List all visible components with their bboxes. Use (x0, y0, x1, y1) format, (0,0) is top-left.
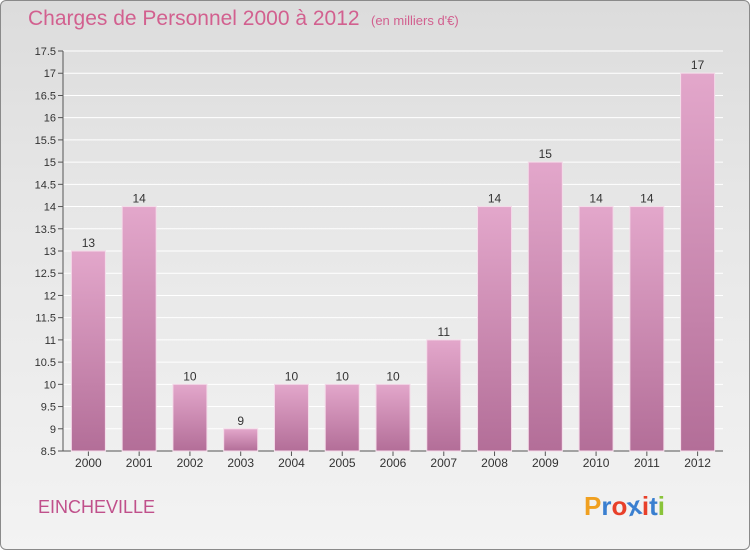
logo-letter: o (611, 491, 628, 521)
y-tick-label: 17.5 (35, 46, 56, 58)
bar-2008[interactable] (477, 206, 513, 452)
y-tick-label: 16 (44, 113, 56, 125)
y-tick-label: 10 (44, 379, 56, 391)
bar-2006[interactable] (375, 383, 411, 452)
data-label: 14 (589, 192, 603, 206)
logo-letter: i (657, 491, 665, 521)
y-tick-label: 17 (44, 68, 56, 80)
data-label: 11 (438, 325, 451, 339)
x-tick-label: 2002 (177, 456, 204, 470)
bar-2002[interactable] (172, 383, 208, 452)
y-tick-label: 12.5 (35, 268, 56, 280)
data-label: 14 (132, 192, 146, 206)
y-tick-label: 14.5 (35, 179, 56, 191)
x-tick-label: 2009 (532, 456, 559, 470)
data-label: 17 (691, 58, 705, 72)
x-tick-label: 2003 (227, 456, 254, 470)
bar-2005[interactable] (324, 383, 360, 452)
data-label: 14 (640, 192, 654, 206)
y-tick-label: 11.5 (35, 313, 56, 325)
bar-2011[interactable] (629, 206, 665, 452)
y-tick-label: 9 (50, 424, 56, 436)
data-label: 10 (336, 369, 350, 383)
bar-2007[interactable] (426, 339, 462, 452)
bar-2004[interactable] (273, 383, 309, 452)
data-label: 13 (82, 236, 96, 250)
x-tick-label: 2011 (634, 456, 660, 470)
logo-letter: P (584, 491, 602, 521)
x-tick-label: 2004 (278, 456, 305, 470)
logo-letter: i (641, 491, 650, 521)
bar-2010[interactable] (578, 206, 614, 452)
y-tick-label: 12 (44, 290, 56, 302)
y-tick-label: 8.5 (41, 446, 56, 458)
data-label: 10 (285, 369, 299, 383)
logo-letter: r (601, 491, 612, 521)
bar-2000[interactable] (70, 250, 106, 452)
x-tick-label: 2008 (481, 456, 508, 470)
data-label: 10 (183, 369, 197, 383)
x-tick-label: 2007 (430, 456, 457, 470)
y-tick-label: 13.5 (35, 224, 56, 236)
chart-subtitle: (en milliers d'€) (371, 13, 459, 28)
chart-title: Charges de Personnel 2000 à 2012 (28, 7, 360, 30)
proxiti-logo[interactable]: Proxiti (584, 490, 665, 522)
x-tick-label: 2012 (684, 456, 711, 470)
data-label: 10 (386, 369, 400, 383)
x-tick-label: 2010 (583, 456, 610, 470)
y-tick-label: 10.5 (35, 357, 56, 369)
x-tick-label: 2000 (75, 456, 102, 470)
y-tick-label: 15 (44, 157, 56, 169)
bar-2012[interactable] (680, 72, 716, 452)
y-tick-label: 9.5 (41, 402, 56, 414)
bar-2003[interactable] (223, 428, 259, 452)
x-tick-label: 2006 (380, 456, 407, 470)
bar-2001[interactable] (121, 206, 157, 452)
city-name: EINCHEVILLE (38, 497, 156, 517)
bar-2009[interactable] (527, 161, 563, 452)
y-tick-label: 14 (44, 202, 56, 214)
data-label: 15 (539, 147, 553, 161)
y-tick-label: 11 (45, 335, 56, 347)
y-tick-label: 13 (44, 246, 56, 258)
logo-letter: t (649, 491, 658, 521)
data-label: 9 (237, 414, 244, 428)
data-label: 14 (488, 192, 502, 206)
y-tick-label: 16.5 (35, 90, 56, 102)
x-tick-label: 2005 (329, 456, 356, 470)
x-tick-label: 2001 (126, 456, 153, 470)
y-tick-label: 15.5 (35, 135, 56, 147)
